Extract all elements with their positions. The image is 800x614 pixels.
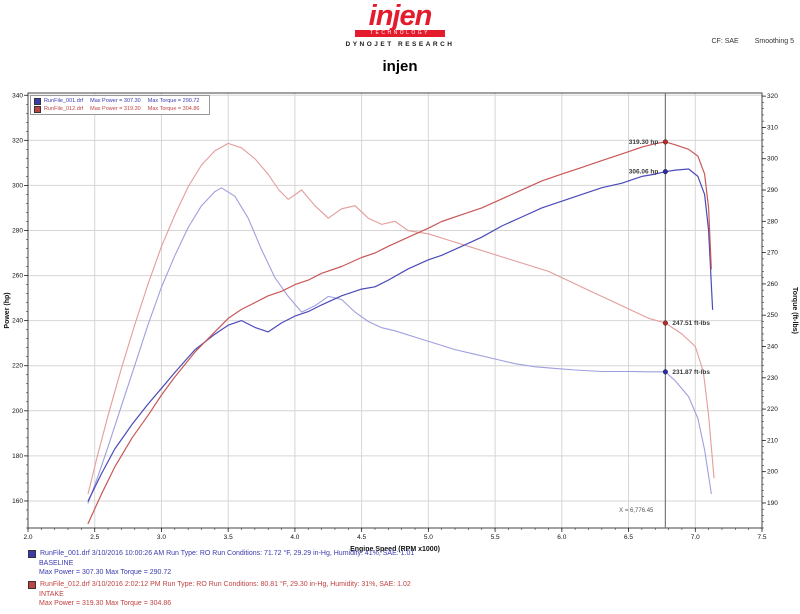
x-axis-tick-label: 6.0 bbox=[557, 534, 566, 541]
curve-power-baseline bbox=[87, 168, 714, 502]
right-axis-title: Torque (ft-lbs) bbox=[791, 287, 798, 334]
x-axis-tick-label: 7.0 bbox=[691, 534, 700, 541]
left-axis-tick-label: 340 bbox=[12, 92, 23, 99]
cursor-marker-torque-injen bbox=[662, 320, 668, 326]
logo-sub-text: TECHNOLOGY bbox=[369, 30, 430, 36]
x-axis-tick-label: 4.0 bbox=[290, 534, 299, 541]
cursor-marker-torque-baseline bbox=[662, 369, 668, 375]
curve-torque-baseline bbox=[87, 187, 712, 504]
run-info-baseline-conditions-row: RunFile_001.drf 3/10/2016 10:00:26 AM Ru… bbox=[28, 549, 414, 559]
legend-file-intake: RunFile_012.drf bbox=[44, 106, 84, 112]
x-axis-tick-label: 4.5 bbox=[357, 534, 366, 541]
cursor-marker-power-baseline bbox=[662, 169, 668, 175]
intake-bullet-swatch bbox=[28, 580, 36, 589]
legend-box: RunFile_001.drf Max Power = 307.30 Max T… bbox=[30, 95, 211, 115]
x-axis-tick-label: 6.5 bbox=[624, 534, 633, 541]
legend-file-baseline: RunFile_001.drf bbox=[44, 98, 84, 104]
smoothing-setting: Smoothing 5 bbox=[754, 38, 794, 45]
curve-torque-injen bbox=[87, 142, 715, 495]
right-axis-tick-label: 320 bbox=[767, 93, 778, 100]
run-info-intake: RunFile_012.drf 3/10/2016 2:02:12 PM Run… bbox=[28, 580, 411, 609]
x-axis-tick-label: 2.5 bbox=[90, 534, 99, 541]
dynojet-brand-text: DYNOJET RESEARCH bbox=[345, 41, 455, 48]
right-axis-tick-label: 270 bbox=[767, 250, 778, 257]
run-info-intake-description: INTAKE bbox=[39, 590, 64, 598]
x-axis-tick-label: 3.5 bbox=[224, 534, 233, 541]
x-axis-tick-label: 2.0 bbox=[23, 534, 32, 541]
right-axis-tick-label: 210 bbox=[767, 437, 778, 444]
legend-max-torque-baseline: Max Torque = 290.72 bbox=[147, 98, 200, 104]
header: injen TECHNOLOGY DYNOJET RESEARCH bbox=[0, 0, 800, 49]
baseline-color-swatch bbox=[34, 97, 41, 105]
legend-max-power-baseline: Max Power = 307.30 bbox=[90, 98, 141, 104]
right-axis-tick-label: 260 bbox=[767, 281, 778, 288]
right-axis-tick-label: 290 bbox=[767, 187, 778, 194]
x-axis-tick-label: 5.0 bbox=[424, 534, 433, 541]
curve-power-injen bbox=[87, 141, 712, 525]
intake-color-swatch bbox=[34, 105, 41, 113]
injen-logo-technology-bar: TECHNOLOGY bbox=[355, 30, 445, 37]
run-info-baseline-max-values: Max Power = 307.30 Max Torque = 290.72 bbox=[39, 569, 172, 576]
left-axis-title: Power (hp) bbox=[4, 292, 11, 328]
left-axis-tick-label: 320 bbox=[12, 137, 23, 144]
right-axis-tick-label: 240 bbox=[767, 343, 778, 350]
right-axis-tick-label: 230 bbox=[767, 375, 778, 382]
left-axis-tick-label: 220 bbox=[12, 363, 23, 370]
run-info-intake-max-values: Max Power = 319.30 Max Torque = 304.86 bbox=[39, 600, 172, 607]
left-axis-tick-label: 180 bbox=[12, 453, 23, 460]
baseline-bullet-swatch bbox=[28, 549, 36, 558]
injen-logo: injen bbox=[368, 0, 433, 32]
right-axis-tick-label: 190 bbox=[767, 500, 778, 507]
right-axis-tick-label: 250 bbox=[767, 312, 778, 319]
left-axis-tick-label: 260 bbox=[12, 273, 23, 280]
run-info-baseline-description: BASELINE bbox=[39, 559, 74, 567]
cursor-marker-power-injen bbox=[662, 139, 668, 145]
run-info-baseline-conditions: RunFile_001.drf 3/10/2016 10:00:26 AM Ru… bbox=[40, 550, 415, 557]
left-axis-tick-label: 200 bbox=[12, 408, 23, 415]
right-axis-tick-label: 280 bbox=[767, 218, 778, 225]
right-axis-tick-label: 310 bbox=[767, 124, 778, 131]
left-axis-tick-label: 160 bbox=[12, 498, 23, 505]
run-info-intake-conditions-row: RunFile_012.drf 3/10/2016 2:02:12 PM Run… bbox=[28, 580, 411, 590]
page-title: injen bbox=[382, 58, 418, 75]
chart-settings-readout: CF: SAE Smoothing 5 bbox=[698, 38, 795, 45]
legend-max-torque-intake: Max Torque = 304.86 bbox=[147, 106, 200, 112]
cursor-value-power-injen: 319.30 hp bbox=[629, 139, 659, 146]
x-axis-tick-label: 7.5 bbox=[757, 534, 766, 541]
right-axis-tick-label: 300 bbox=[767, 156, 778, 163]
left-axis-tick-label: 300 bbox=[12, 182, 23, 189]
legend-row-baseline: RunFile_001.drf Max Power = 307.30 Max T… bbox=[34, 97, 206, 105]
cursor-value-torque-injen: 247.51 ft-lbs bbox=[672, 320, 710, 327]
plot-frame bbox=[27, 92, 763, 529]
run-info-intake-conditions: RunFile_012.drf 3/10/2016 2:02:12 PM Run… bbox=[40, 581, 411, 588]
right-axis-tick-label: 220 bbox=[767, 406, 778, 413]
calibration-factor: CF: SAE bbox=[711, 38, 739, 45]
left-axis-tick-label: 280 bbox=[12, 227, 23, 234]
legend-row-intake: RunFile_012.drf Max Power = 319.30 Max T… bbox=[34, 105, 206, 113]
x-axis-tick-label: 3.0 bbox=[157, 534, 166, 541]
run-info-baseline: RunFile_001.drf 3/10/2016 10:00:26 AM Ru… bbox=[28, 549, 414, 578]
legend-max-power-intake: Max Power = 319.30 bbox=[90, 106, 141, 112]
cursor-value-torque-baseline: 231.87 ft-lbs bbox=[672, 369, 710, 376]
right-axis-tick-label: 200 bbox=[767, 469, 778, 476]
left-axis-tick-label: 240 bbox=[12, 318, 23, 325]
x-axis-title: Engine Speed (RPM x1000) bbox=[350, 546, 440, 553]
cursor-value-power-baseline: 306.06 hp bbox=[629, 169, 659, 176]
x-axis-tick-label: 5.5 bbox=[491, 534, 500, 541]
cursor-x-readout: X = 6,776.45 bbox=[619, 508, 654, 514]
